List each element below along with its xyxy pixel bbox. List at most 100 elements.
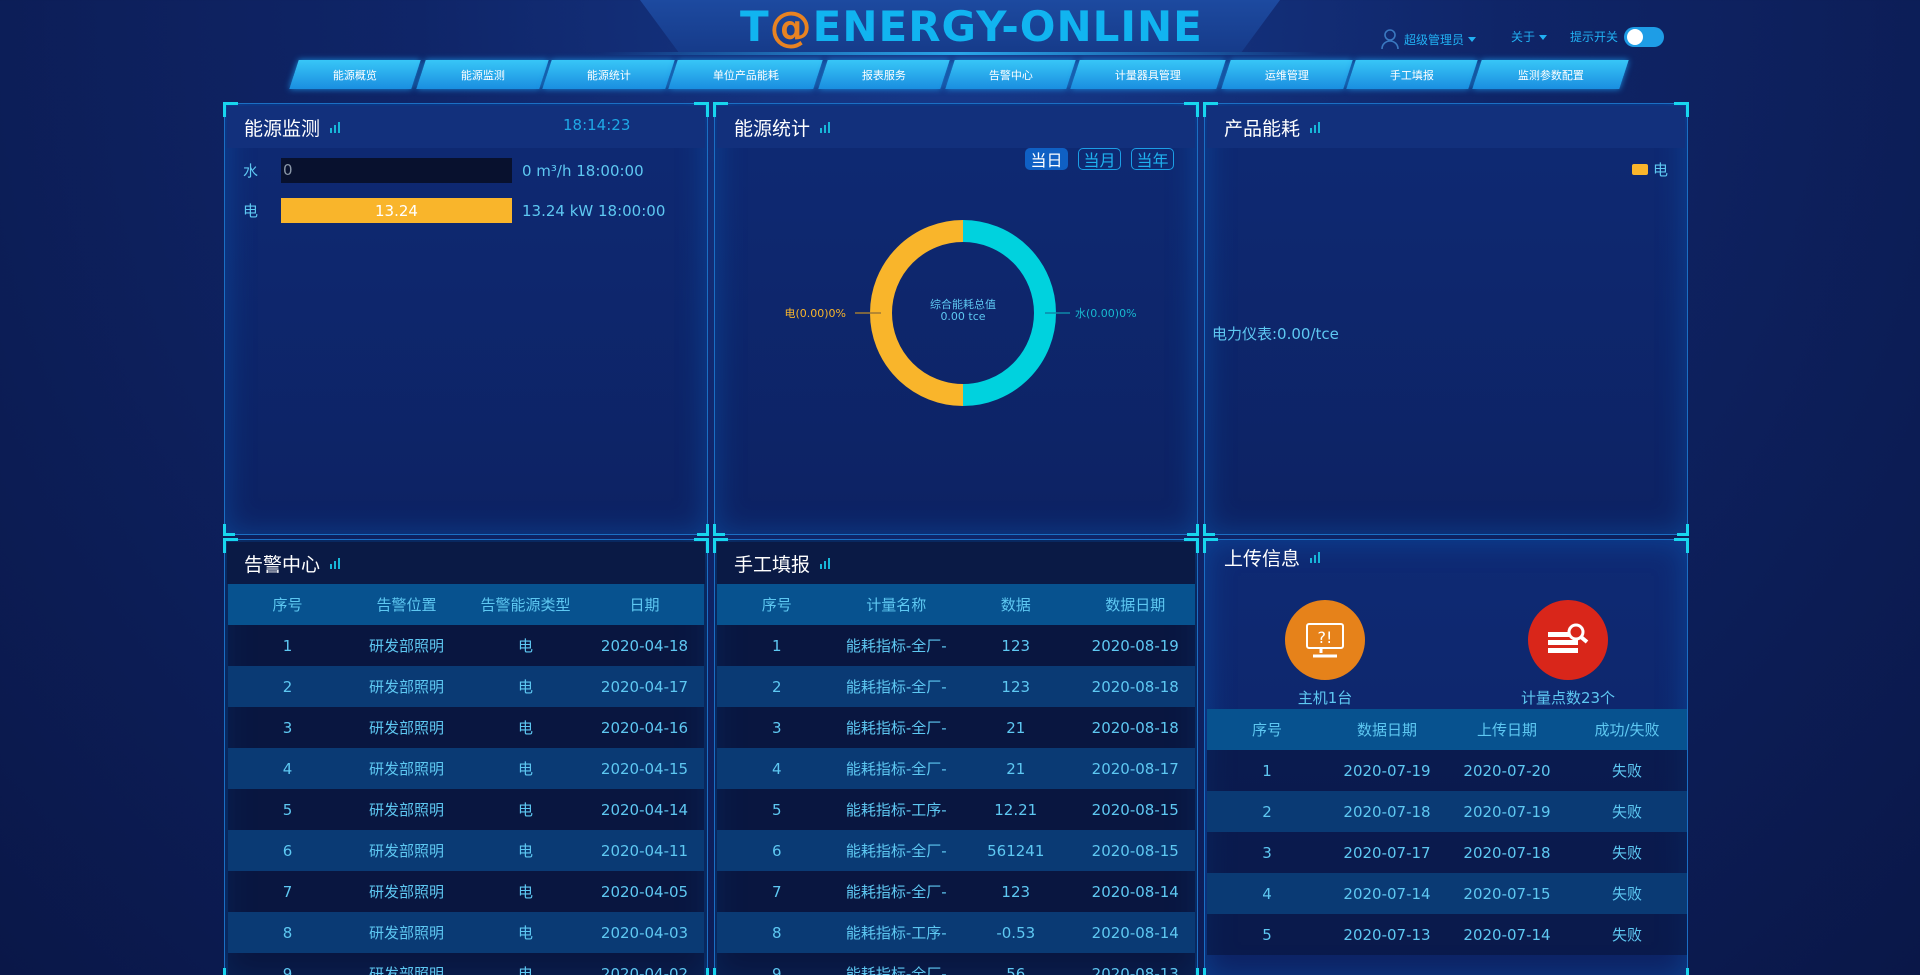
nav-item[interactable]: 手工填报 <box>1346 60 1478 89</box>
table-row[interactable]: 1 2020-07-19 2020-07-20 失败 <box>1207 750 1687 791</box>
table-cell: 2 <box>1262 802 1272 821</box>
column-header[interactable]: 数据日期 <box>1356 721 1417 739</box>
table-cell: 能耗指标-全厂- <box>845 965 947 975</box>
alarm-table: 序号 告警位置 告警能源类型 日期 1 研发部照明电 2020-04-18 2 研发部照明电 20… <box>228 584 704 975</box>
period-day-button[interactable]: 当日 <box>1025 148 1068 170</box>
nav-item[interactable]: 监测参数配置 <box>1472 60 1629 89</box>
table-cell: 2020-07-18 <box>1343 802 1431 821</box>
table-row[interactable]: 2 能耗指标-全厂- 123 2020-08-18 <box>717 666 1195 707</box>
table-row[interactable]: 8 能耗指标-工序- -0.53 2020-08-14 <box>717 912 1195 953</box>
table-cell: 2020-04-16 <box>600 718 689 737</box>
user-menu[interactable]: 超级管理员 <box>1380 28 1477 50</box>
table-row[interactable]: 6 能耗指标-全厂- 561241 2020-08-15 <box>717 830 1195 871</box>
table-cell: 21 <box>1006 718 1026 737</box>
panel-header: 能源统计 <box>717 106 1195 148</box>
table-cell: 2020-08-14 <box>1091 882 1179 901</box>
table-cell: 2020-08-17 <box>1091 759 1179 778</box>
table-cell: 能耗指标-全厂- <box>845 719 947 737</box>
table-row[interactable]: 5 能耗指标-工序- 12.21 2020-08-15 <box>717 789 1195 830</box>
table-cell: 2020-08-19 <box>1091 636 1179 655</box>
column-header[interactable]: 成功/失败 <box>1594 721 1660 739</box>
table-cell: 1 <box>1262 761 1272 780</box>
period-year-button[interactable]: 当年 <box>1131 148 1174 170</box>
monitor-row-electric: 电 13.24 13.24 kW 18:00:00 <box>225 198 707 223</box>
legend-label: 电 <box>1653 161 1669 179</box>
table-cell: 2020-04-11 <box>600 841 689 860</box>
nav-item[interactable]: 计量器具管理 <box>1070 60 1226 89</box>
table-row[interactable]: 3 2020-07-17 2020-07-18 失败 <box>1207 832 1687 873</box>
column-header[interactable]: 序号 <box>1251 721 1282 739</box>
table-cell: 研发部照明 <box>368 965 444 975</box>
donut-chart <box>855 220 1070 406</box>
column-header[interactable]: 日期 <box>629 596 660 614</box>
column-header[interactable]: 计量名称 <box>866 596 927 614</box>
table-row[interactable]: 5 研发部照明 电 2020-04-14 <box>228 789 704 830</box>
table-cell: 2020-07-13 <box>1343 925 1431 944</box>
panel-header: 手工填报 <box>717 542 1195 584</box>
table-row[interactable]: 9 研发部照明 电 2020-04-02 <box>228 953 704 975</box>
hint-toggle[interactable] <box>1624 27 1664 47</box>
nav-item[interactable]: 能源监测 <box>416 60 549 89</box>
column-header[interactable]: 数据 <box>1000 596 1031 614</box>
table-cell: 9 <box>771 964 782 975</box>
table-row[interactable]: 1 研发部照明 电 2020-04-18 <box>228 625 704 666</box>
table-row[interactable]: 3 能耗指标-全厂- 21 2020-08-18 <box>717 707 1195 748</box>
table-header-row: 序号 告警位置 告警能源类型 日期 <box>228 584 704 625</box>
legend-electric[interactable]: 电 <box>1632 159 1668 180</box>
table-row[interactable]: 7 研发部照明 电 2020-04-05 <box>228 871 704 912</box>
column-header[interactable]: 上传日期 <box>1476 721 1537 739</box>
table-row[interactable]: 2 研发部照明 电 2020-04-17 <box>228 666 704 707</box>
table-cell: 电 <box>517 965 533 975</box>
table-row[interactable]: 4 研发部照明 电 2020-04-15 <box>228 748 704 789</box>
monitor-bar: 0 <box>281 158 512 183</box>
nav-item-label: 监测参数配置 <box>1517 68 1584 82</box>
nav-item-label: 报表服务 <box>862 68 906 82</box>
table-cell: 失败 <box>1611 885 1642 903</box>
monitor-value: 13.24 kW 18:00:00 <box>522 201 666 220</box>
nav-item[interactable]: 能源统计 <box>542 60 675 89</box>
table-row[interactable]: 2 2020-07-18 2020-07-19 失败 <box>1207 791 1687 832</box>
nav-item[interactable]: 运维管理 <box>1221 60 1353 89</box>
table-row[interactable]: 6 研发部照明 电 2020-04-11 <box>228 830 704 871</box>
nav-item[interactable]: 告警中心 <box>945 60 1076 89</box>
column-header[interactable]: 告警位置 <box>376 596 437 614</box>
panel-title: 能源统计 <box>734 117 811 140</box>
panel-header: 告警中心 <box>227 542 705 584</box>
about-menu[interactable]: 关于 <box>1511 28 1548 45</box>
table-cell: 3 <box>1262 843 1272 862</box>
column-header[interactable]: 告警能源类型 <box>480 596 571 614</box>
table-cell: 7 <box>771 882 782 901</box>
table-row[interactable]: 9 能耗指标-全厂- 56 2020-08-13 <box>717 953 1195 975</box>
table-row[interactable]: 1 能耗指标-全厂- 123 2020-08-19 <box>717 625 1195 666</box>
table-cell: 2020-04-15 <box>600 759 689 778</box>
header-glow-line <box>600 52 1320 55</box>
period-month-button[interactable]: 当月 <box>1078 148 1121 170</box>
table-row[interactable]: 7 能耗指标-全厂- 123 2020-08-14 <box>717 871 1195 912</box>
table-row[interactable]: 4 2020-07-14 2020-07-15 失败 <box>1207 873 1687 914</box>
donut-slice-electric[interactable] <box>870 220 964 406</box>
column-header[interactable]: 数据日期 <box>1105 596 1166 614</box>
points-icon-circle <box>1528 600 1608 680</box>
nav-item[interactable]: 能源概览 <box>289 60 421 89</box>
donut-slice-water[interactable] <box>962 220 1056 406</box>
column-header[interactable]: 序号 <box>272 596 303 614</box>
panel-title: 上传信息 <box>1224 547 1301 570</box>
table-cell: 研发部照明 <box>368 924 444 942</box>
table-row[interactable]: 8 研发部照明 电 2020-04-03 <box>228 912 704 953</box>
slice-label-water: 水(0.00)0% <box>1075 307 1137 320</box>
table-row[interactable]: 3 研发部照明 电 2020-04-16 <box>228 707 704 748</box>
logo-at: @ <box>769 2 813 51</box>
logo: T@ENERGY-ONLINE <box>740 2 1202 51</box>
table-cell: 研发部照明 <box>368 883 444 901</box>
table-cell: 123 <box>1001 636 1031 655</box>
nav-item[interactable]: 单位产品能耗 <box>668 60 823 89</box>
chevron-down-icon <box>1539 34 1548 44</box>
table-cell: 电 <box>517 678 533 696</box>
table-cell: 2020-07-18 <box>1463 843 1551 862</box>
signal-icon <box>820 121 831 133</box>
table-cell: 电 <box>517 842 533 860</box>
table-row[interactable]: 4 能耗指标-全厂- 21 2020-08-17 <box>717 748 1195 789</box>
column-header[interactable]: 序号 <box>761 596 792 614</box>
table-row[interactable]: 5 2020-07-13 2020-07-14 失败 <box>1207 914 1687 955</box>
nav-item[interactable]: 报表服务 <box>818 60 950 89</box>
